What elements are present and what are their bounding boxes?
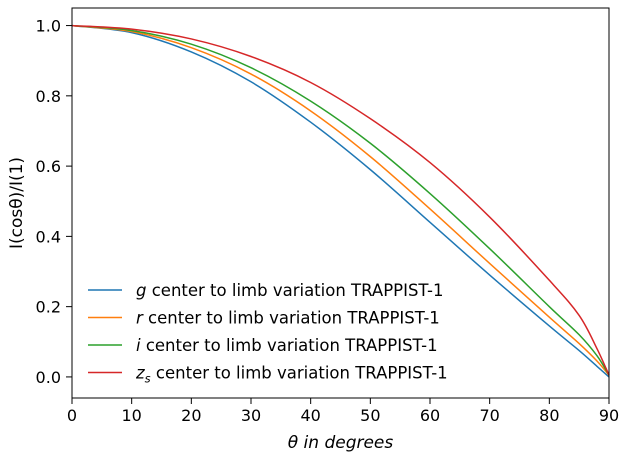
- y-axis-label: I(cosθ)/I(1): [7, 157, 27, 249]
- legend-entry-1: r center to limb variation TRAPPIST-1: [136, 309, 440, 328]
- series-line-0: [71, 24, 610, 378]
- legend-entry-3: zs center to limb variation TRAPPIST-1: [135, 364, 448, 386]
- x-tick-label: 10: [121, 406, 141, 425]
- x-tick-label: 40: [300, 406, 320, 425]
- x-tick-label: 50: [360, 406, 380, 425]
- y-tick-label: 0.8: [36, 87, 61, 106]
- y-tick-label: 0.2: [36, 298, 61, 317]
- y-tick-label: 1.0: [36, 17, 61, 36]
- legend-entry-0: g center to limb variation TRAPPIST-1: [136, 281, 443, 300]
- legend: g center to limb variation TRAPPIST-1 r c…: [88, 281, 448, 386]
- y-axis: 0.0 0.2 0.4 0.6 0.8 1.0: [36, 17, 72, 387]
- series-line-3: [71, 24, 610, 376]
- x-axis: 0 10 20 30 40 50 60 70 80 90: [67, 398, 619, 425]
- series-line-1: [71, 24, 610, 376]
- x-tick-label: 30: [241, 406, 261, 425]
- x-tick-label: 70: [479, 406, 499, 425]
- x-tick-label: 20: [181, 406, 201, 425]
- y-tick-label: 0.4: [36, 227, 61, 246]
- x-tick-label: 60: [420, 406, 440, 425]
- plot-frame: [71, 7, 610, 399]
- x-tick-label: 80: [539, 406, 559, 425]
- y-tick-label: 0.0: [36, 368, 61, 387]
- series-line-2: [71, 24, 610, 376]
- series-lines: [71, 24, 610, 378]
- x-tick-label: 90: [599, 406, 619, 425]
- x-tick-label: 0: [67, 406, 77, 425]
- x-axis-label: θ in degrees: [288, 433, 394, 453]
- y-tick-label: 0.6: [36, 157, 61, 176]
- legend-entry-2: i center to limb variation TRAPPIST-1: [136, 336, 438, 355]
